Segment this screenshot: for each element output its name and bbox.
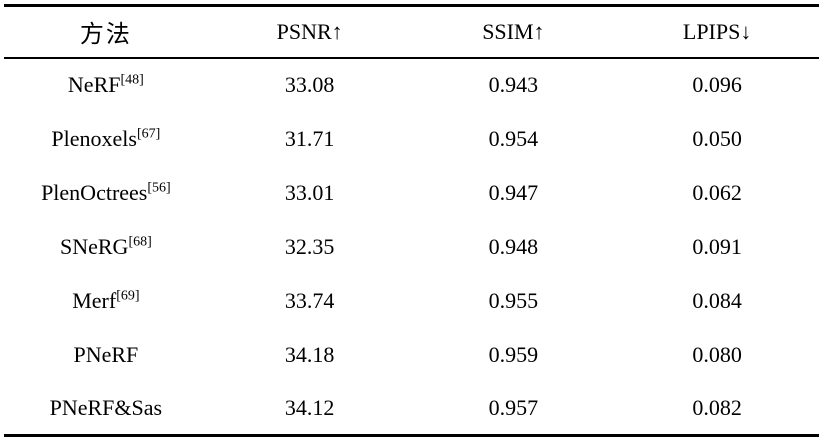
method-name: Merf [72, 287, 117, 313]
table-row: PNeRF&Sas 34.12 0.957 0.082 [4, 382, 819, 436]
citation-superscript: [56] [147, 180, 171, 196]
lpips-cell: 0.091 [692, 233, 742, 259]
ssim-cell: 0.947 [488, 179, 539, 205]
psnr-cell: 32.35 [284, 233, 335, 259]
method-cell: PNeRF&Sas [4, 382, 208, 436]
col-header-lpips: LPIPS↓ [615, 5, 819, 59]
ssim-cell: 0.948 [488, 233, 539, 259]
metrics-comparison-table: 方法 PSNR↑ SSIM↑ LPIPS↓ NeRF[48] 33.08 0.9… [4, 4, 819, 437]
ssim-cell: 0.954 [488, 125, 539, 151]
lpips-cell: 0.082 [692, 394, 742, 420]
lpips-cell: 0.050 [692, 125, 742, 151]
method-cell: NeRF[48] [4, 58, 208, 112]
ssim-cell: 0.955 [488, 287, 539, 313]
ssim-cell: 0.943 [488, 72, 539, 97]
psnr-cell: 33.08 [284, 72, 335, 97]
psnr-cell: 34.12 [284, 394, 335, 420]
method-name: NeRF [67, 72, 121, 97]
method-name: PNeRF [73, 341, 139, 367]
lpips-cell: 0.084 [692, 287, 742, 313]
col-header-psnr: PSNR↑ [207, 5, 412, 59]
table-header: 方法 PSNR↑ SSIM↑ LPIPS↓ [4, 5, 819, 59]
table-row: Merf[69] 33.74 0.955 0.084 [4, 274, 819, 328]
method-cell: Merf[69] [4, 274, 208, 328]
method-cell: PlenOctrees[56] [4, 166, 208, 220]
method-name: SNeRG [59, 233, 129, 259]
method-name: PNeRF&Sas [49, 394, 163, 420]
col-header-method: 方法 [4, 5, 208, 59]
method-name: PlenOctrees [41, 179, 148, 205]
method-cell: SNeRG[68] [4, 220, 208, 274]
method-name: Plenoxels [51, 125, 137, 151]
psnr-cell: 34.18 [284, 341, 335, 367]
table-row: SNeRG[68] 32.35 0.948 0.091 [4, 220, 819, 274]
table-row: PNeRF 34.18 0.959 0.080 [4, 328, 819, 382]
lpips-cell: 0.080 [692, 341, 742, 367]
citation-superscript: [68] [128, 234, 152, 250]
ssim-cell: 0.957 [488, 394, 539, 420]
ssim-cell: 0.959 [488, 341, 539, 367]
col-header-ssim: SSIM↑ [411, 5, 616, 59]
psnr-cell: 33.74 [284, 287, 335, 313]
citation-superscript: [48] [120, 72, 144, 88]
psnr-cell: 33.01 [284, 179, 335, 205]
citation-superscript: [69] [116, 288, 140, 304]
method-cell: PNeRF [4, 328, 208, 382]
method-cell: Plenoxels[67] [4, 112, 208, 166]
lpips-cell: 0.096 [692, 72, 742, 97]
psnr-cell: 31.71 [284, 125, 335, 151]
table-row: PlenOctrees[56] 33.01 0.947 0.062 [4, 166, 819, 220]
table-row: NeRF[48] 33.08 0.943 0.096 [4, 58, 819, 112]
table-row: Plenoxels[67] 31.71 0.954 0.050 [4, 112, 819, 166]
header-row: 方法 PSNR↑ SSIM↑ LPIPS↓ [4, 5, 819, 59]
citation-superscript: [67] [136, 126, 161, 142]
table-body: NeRF[48] 33.08 0.943 0.096 Plenoxels[67]… [4, 58, 819, 436]
lpips-cell: 0.062 [692, 179, 742, 205]
